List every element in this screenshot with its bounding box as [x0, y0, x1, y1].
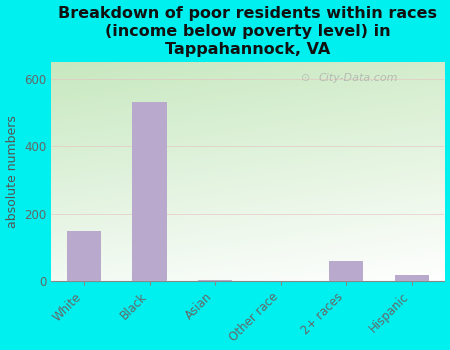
Y-axis label: absolute numbers: absolute numbers [5, 115, 18, 228]
Text: ⊙: ⊙ [301, 73, 310, 83]
Bar [198, 280, 232, 281]
Bar [132, 103, 166, 281]
Bar [329, 261, 363, 281]
Title: Breakdown of poor residents within races
(income below poverty level) in
Tappaha: Breakdown of poor residents within races… [58, 6, 437, 57]
Text: City-Data.com: City-Data.com [319, 73, 398, 83]
Bar [67, 231, 101, 281]
Bar [395, 275, 429, 281]
